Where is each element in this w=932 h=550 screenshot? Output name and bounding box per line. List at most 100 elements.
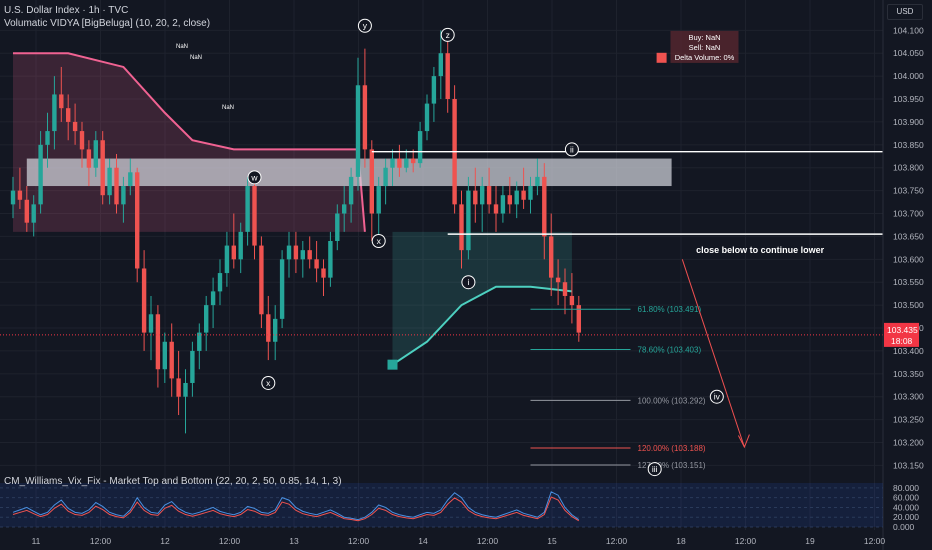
sell-signal [656, 52, 667, 63]
candle-body [252, 186, 257, 246]
candle-body [362, 85, 368, 150]
candle-body [286, 245, 292, 260]
last-price-value: 103.435 [887, 325, 918, 335]
candle-body [486, 186, 492, 205]
osc-line-blue [12, 491, 580, 521]
candle-body [528, 186, 533, 200]
wave-label: x [266, 378, 271, 388]
candle-body [72, 121, 78, 132]
time-axis[interactable]: 11 12:00 12 12:00 13 12:00 14 12:00 15 12:00 18 12:… [32, 536, 886, 546]
wave-label: y [363, 21, 368, 31]
price-tick: 103.750 [893, 186, 924, 196]
osc-band [0, 483, 883, 527]
candle-body [376, 186, 381, 214]
candle-body [397, 158, 402, 168]
wave-label: iv [714, 392, 721, 402]
candle-body [259, 245, 264, 315]
candle-body [383, 167, 388, 187]
osc-tick: 60.000 [893, 493, 919, 503]
symbol-title: U.S. Dollar Index · 1h · TVC [4, 5, 129, 16]
vidya-bear-area [13, 53, 365, 232]
candle-body [404, 158, 409, 168]
currency-button[interactable]: USD [887, 4, 923, 20]
candle-body [24, 199, 29, 223]
time-tick: 15 [547, 536, 557, 546]
nan-label: NaN [222, 105, 234, 111]
candle-body [231, 245, 236, 260]
candle-body [204, 305, 209, 333]
wave-marker [440, 27, 455, 42]
candle-body [114, 167, 119, 205]
candle-body [162, 341, 167, 370]
candle-body [121, 186, 126, 205]
time-tick: 12:00 [90, 536, 112, 546]
oscillator-title: CM_Williams_Vix_Fix - Market Top and Bot… [4, 476, 342, 487]
annotation-text: close below to continue lower [696, 245, 825, 255]
nan-label: NaN [176, 44, 188, 50]
wave-marker [371, 234, 386, 248]
stats-line: Buy: NaN [688, 33, 720, 42]
price-tick: 104.000 [893, 71, 924, 81]
candle-body [342, 204, 347, 214]
candle-body [466, 190, 471, 251]
candle-body [293, 245, 299, 260]
candle-body [459, 204, 464, 251]
fibonacci-levels: 61.80% (103.491) 78.60% (103.403) 100.00% … [530, 305, 706, 470]
candle-body [45, 131, 50, 145]
candle-body [569, 295, 575, 306]
wave-marker [247, 170, 262, 185]
fib-label: 78.60% (103.403) [638, 346, 702, 355]
candle-body [100, 140, 105, 196]
wave-label: x [377, 236, 382, 246]
candle-body [59, 94, 64, 109]
candle-body [555, 277, 561, 283]
vidya-bull-area [392, 231, 572, 365]
candle-body [135, 172, 140, 269]
time-tick: 12:00 [864, 536, 886, 546]
horizontal-lines [0, 150, 883, 336]
candle-body [562, 282, 568, 296]
price-tick: 103.150 [893, 460, 924, 470]
candle-body [31, 204, 36, 223]
candle-body [217, 273, 223, 292]
price-axis[interactable]: 104.100 104.050 104.000 103.950 103.900 103.8… [882, 0, 924, 550]
candle-body [307, 250, 312, 260]
candle-body [176, 378, 181, 397]
price-tick: 104.100 [893, 25, 924, 35]
candle-body [197, 332, 202, 351]
stats-line: Sell: NaN [689, 43, 721, 52]
candle-body [445, 53, 450, 100]
osc-tick: 0.000 [893, 522, 915, 532]
candle-body [279, 259, 285, 319]
wave-marker [709, 389, 724, 404]
price-tick: 103.350 [893, 369, 924, 379]
wave-label: ii [570, 144, 574, 154]
wave-label: iii [652, 464, 658, 474]
price-tick: 103.200 [893, 438, 924, 448]
time-tick: 18 [676, 536, 686, 546]
candle-body [224, 245, 230, 274]
time-tick: 12:00 [348, 536, 370, 546]
time-tick: 19 [805, 536, 815, 546]
candle-body [438, 53, 443, 77]
candle-body [355, 85, 361, 177]
vidya-bull-line [391, 285, 573, 366]
candle-body [66, 108, 71, 122]
time-tick: 12:00 [219, 536, 241, 546]
price-tick: 103.850 [893, 140, 924, 150]
candle-body [542, 176, 547, 237]
price-tick: 104.050 [893, 48, 924, 58]
candle-body [155, 314, 161, 370]
wave-marker [647, 462, 662, 477]
vidya-fill [13, 52, 573, 366]
candle-body [210, 291, 216, 306]
time-tick: 12:00 [735, 536, 757, 546]
wave-marker [357, 18, 372, 33]
arrow-head [737, 434, 750, 449]
time-tick: 12:00 [477, 536, 499, 546]
buy-signal [387, 359, 398, 370]
price-tick: 103.250 [893, 415, 924, 425]
candle-body [576, 305, 581, 333]
